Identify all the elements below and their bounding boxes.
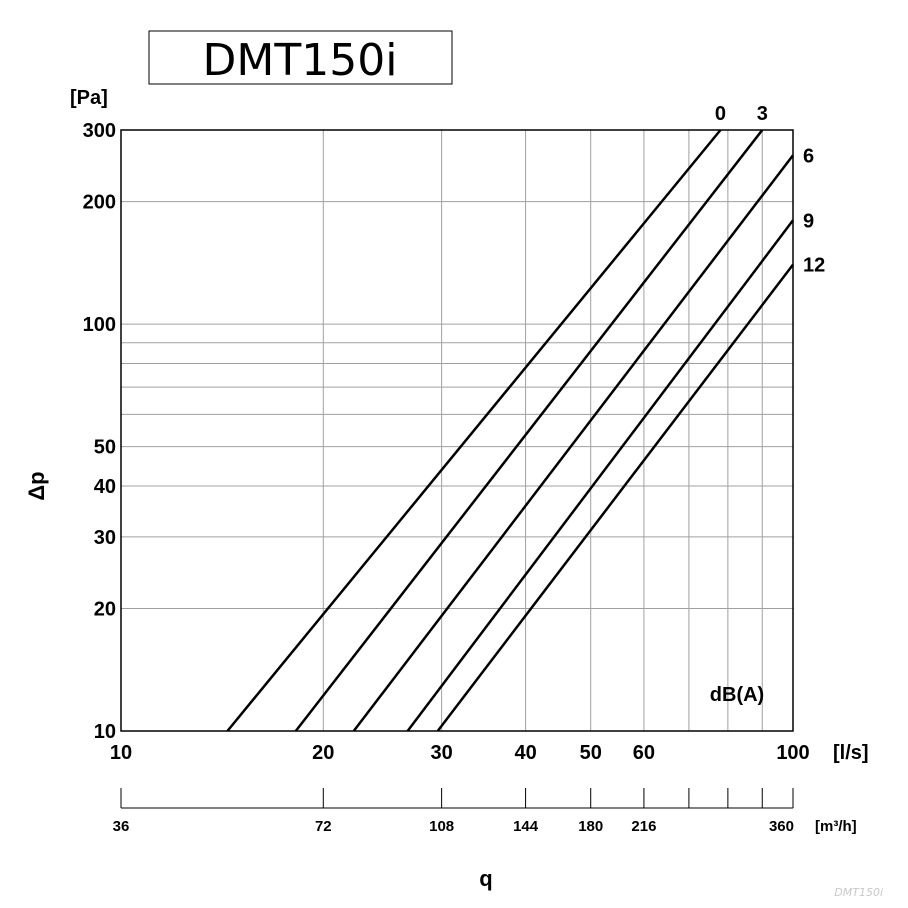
- x-tick-labels: 10 20 30 40 50 60 100: [110, 742, 810, 764]
- plot-frame: [120, 129, 794, 732]
- x-unit-label: [l/s]: [833, 742, 869, 764]
- curve-label-6: 6: [803, 145, 814, 167]
- y-tick-label: 200: [83, 192, 116, 214]
- watermark-text: DMT150i: [834, 886, 883, 899]
- title-frame: [148, 30, 453, 85]
- curve-label-12: 12: [803, 255, 825, 277]
- chart-title: DMT150i: [203, 35, 398, 86]
- x-tick-label: 30: [431, 742, 453, 764]
- x-tick-label: 10: [110, 742, 132, 764]
- secondary-x-tick-label: 360: [769, 818, 794, 835]
- secondary-x-unit-label: [m³/h]: [815, 818, 857, 835]
- x-tick-label: 50: [580, 742, 602, 764]
- curve-12-dba: [436, 263, 794, 732]
- y-tick-labels: 10 20 30 40 50 100 200 300: [83, 120, 116, 743]
- y-axis-label: Δp: [24, 471, 49, 500]
- grid-lines: [121, 130, 793, 731]
- secondary-x-tick-label: 72: [315, 818, 332, 835]
- curve-label-0: 0: [715, 103, 726, 125]
- secondary-x-tick-label: 36: [113, 818, 130, 835]
- x-axis-label: q: [479, 866, 492, 891]
- curve-6-dba: [352, 154, 794, 732]
- x-tick-label: 40: [514, 742, 536, 764]
- curve-label-9: 9: [803, 210, 814, 232]
- secondary-x-tick-label: 180: [578, 818, 603, 835]
- x-tick-label: 100: [776, 742, 809, 764]
- y-tick-label: 20: [94, 599, 116, 621]
- x-tick-label: 60: [633, 742, 655, 764]
- secondary-x-tick-label: 144: [513, 818, 539, 835]
- curves: 0 3 6 9 12: [226, 103, 825, 732]
- secondary-x-tick-label: 216: [631, 818, 656, 835]
- curve-3-dba: [294, 129, 764, 732]
- secondary-x-axis: 36 72 108 144 180 216 360: [113, 788, 794, 835]
- title-box: DMT150i: [148, 30, 453, 86]
- y-tick-label: 40: [94, 476, 116, 498]
- y-unit-label: [Pa]: [70, 87, 108, 109]
- legend-title: dB(A): [710, 684, 764, 706]
- y-tick-label: 50: [94, 437, 116, 459]
- y-tick-label: 100: [83, 314, 116, 336]
- secondary-x-tick-label: 108: [429, 818, 454, 835]
- curve-0-dba: [226, 129, 722, 732]
- y-tick-label: 30: [94, 527, 116, 549]
- curve-9-dba: [406, 219, 794, 732]
- curve-label-3: 3: [757, 103, 768, 125]
- y-tick-label: 300: [83, 120, 116, 142]
- y-tick-label: 10: [94, 721, 116, 743]
- x-tick-label: 20: [312, 742, 334, 764]
